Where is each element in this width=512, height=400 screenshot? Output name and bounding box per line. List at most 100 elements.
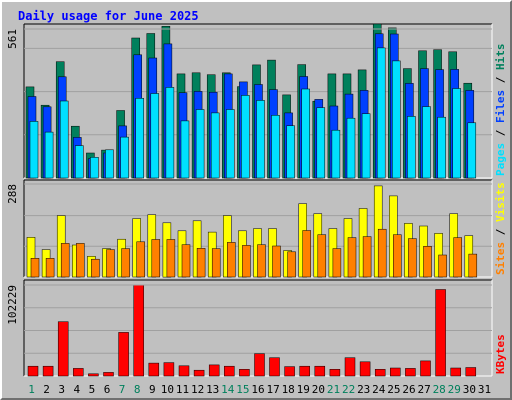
bar-kbytes-day-12 xyxy=(193,369,205,377)
day-label-22: 22 xyxy=(342,383,355,396)
legend-part-0-2: Files xyxy=(494,90,507,123)
bar-pages-day-22 xyxy=(346,117,356,179)
bar-sites-day-7 xyxy=(121,248,130,278)
bar-kbytes-day-2 xyxy=(42,365,54,377)
day-label-19: 19 xyxy=(297,383,310,396)
day-label-17: 17 xyxy=(266,383,279,396)
bar-pages-day-15 xyxy=(241,95,250,179)
bar-sites-day-29 xyxy=(453,237,462,278)
bar-pages-day-24 xyxy=(376,47,386,179)
bar-sites-day-22 xyxy=(347,237,357,278)
bar-pages-day-3 xyxy=(59,100,69,179)
bar-pages-day-7 xyxy=(120,136,129,179)
bar-sites-day-20 xyxy=(317,234,327,278)
bar-kbytes-day-17 xyxy=(269,357,280,377)
bar-sites-day-4 xyxy=(76,243,85,278)
y-max-label-0: 561 xyxy=(6,29,19,49)
bar-pages-day-8 xyxy=(135,98,144,179)
bar-kbytes-day-6 xyxy=(103,372,114,377)
day-label-16: 16 xyxy=(251,383,264,396)
chart-title: Daily usage for June 2025 xyxy=(18,9,199,23)
bar-kbytes-day-16 xyxy=(254,353,265,377)
day-label-7: 7 xyxy=(119,383,126,396)
bar-pages-day-1 xyxy=(29,121,39,179)
day-label-27: 27 xyxy=(417,383,430,396)
bar-kbytes-day-5 xyxy=(88,373,99,377)
bar-sites-day-10 xyxy=(166,239,176,278)
day-label-8: 8 xyxy=(134,383,141,396)
bar-sites-day-6 xyxy=(106,249,115,278)
bar-sites-day-30 xyxy=(468,253,478,278)
bar-kbytes-day-28 xyxy=(435,289,446,377)
day-label-10: 10 xyxy=(161,383,174,396)
day-label-21: 21 xyxy=(327,383,340,396)
bar-pages-day-17 xyxy=(271,115,280,179)
bar-kbytes-day-24 xyxy=(374,369,386,377)
bar-pages-day-4 xyxy=(75,145,84,179)
legend-part-0-3: / xyxy=(494,70,507,90)
day-label-30: 30 xyxy=(463,383,476,396)
bar-pages-day-26 xyxy=(407,116,416,179)
day-label-15: 15 xyxy=(236,383,249,396)
bar-sites-day-1 xyxy=(30,258,40,278)
bar-pages-day-29 xyxy=(452,88,461,179)
legend-part-0-0: Pages xyxy=(494,143,507,176)
day-label-11: 11 xyxy=(176,383,189,396)
bar-sites-day-9 xyxy=(151,239,161,278)
bar-kbytes-day-11 xyxy=(178,365,190,377)
day-label-25: 25 xyxy=(387,383,400,396)
bar-pages-day-16 xyxy=(256,100,265,179)
day-label-2: 2 xyxy=(43,383,50,396)
bar-sites-day-15 xyxy=(242,245,251,278)
legend-part-1-1: / xyxy=(494,222,507,242)
bar-sites-day-26 xyxy=(408,238,417,278)
bar-kbytes-day-10 xyxy=(163,362,175,377)
day-label-13: 13 xyxy=(206,383,219,396)
bar-pages-day-2 xyxy=(44,131,54,179)
series-legend-2: KBytes xyxy=(494,334,507,374)
bar-sites-day-5 xyxy=(91,258,100,278)
bar-kbytes-day-14 xyxy=(224,365,235,377)
bar-kbytes-day-15 xyxy=(239,369,250,377)
legend-part-1-2: Visits xyxy=(494,182,507,222)
y-max-label-2: 102229 xyxy=(6,285,19,325)
day-label-9: 9 xyxy=(149,383,156,396)
bar-pages-day-25 xyxy=(392,60,401,179)
bar-sites-day-21 xyxy=(332,248,342,278)
bar-pages-day-14 xyxy=(226,109,235,179)
bar-pages-day-11 xyxy=(180,120,190,179)
day-label-28: 28 xyxy=(433,383,446,396)
bar-sites-day-17 xyxy=(272,245,281,278)
bar-kbytes-day-26 xyxy=(405,368,416,377)
day-label-20: 20 xyxy=(312,383,325,396)
bar-sites-day-24 xyxy=(377,228,387,278)
bar-sites-day-3 xyxy=(60,243,70,278)
bar-sites-day-11 xyxy=(181,244,191,278)
day-label-5: 5 xyxy=(89,383,96,396)
day-label-14: 14 xyxy=(221,383,235,396)
bar-pages-day-20 xyxy=(316,107,326,179)
bar-sites-day-8 xyxy=(136,241,145,278)
day-label-6: 6 xyxy=(104,383,111,396)
bar-pages-day-30 xyxy=(467,122,477,179)
series-legend-0: Pages / Files / Hits xyxy=(494,44,507,177)
bar-kbytes-day-8 xyxy=(133,284,144,377)
day-label-23: 23 xyxy=(357,383,370,396)
bar-kbytes-day-4 xyxy=(73,368,84,377)
bar-pages-day-13 xyxy=(210,112,220,179)
bar-kbytes-day-30 xyxy=(465,367,477,377)
y-max-label-1: 288 xyxy=(6,184,19,204)
bar-sites-day-13 xyxy=(211,248,221,278)
bar-kbytes-day-13 xyxy=(208,364,220,377)
bar-pages-day-12 xyxy=(195,109,205,179)
day-label-24: 24 xyxy=(372,383,386,396)
bar-kbytes-day-22 xyxy=(344,357,356,377)
bar-pages-day-5 xyxy=(90,157,99,179)
bar-pages-day-6 xyxy=(105,149,114,179)
bar-sites-day-23 xyxy=(362,236,372,278)
bar-pages-day-28 xyxy=(437,116,446,179)
day-label-31: 31 xyxy=(478,383,491,396)
legend-part-0-4: Hits xyxy=(494,44,507,71)
bar-kbytes-day-23 xyxy=(359,361,371,377)
